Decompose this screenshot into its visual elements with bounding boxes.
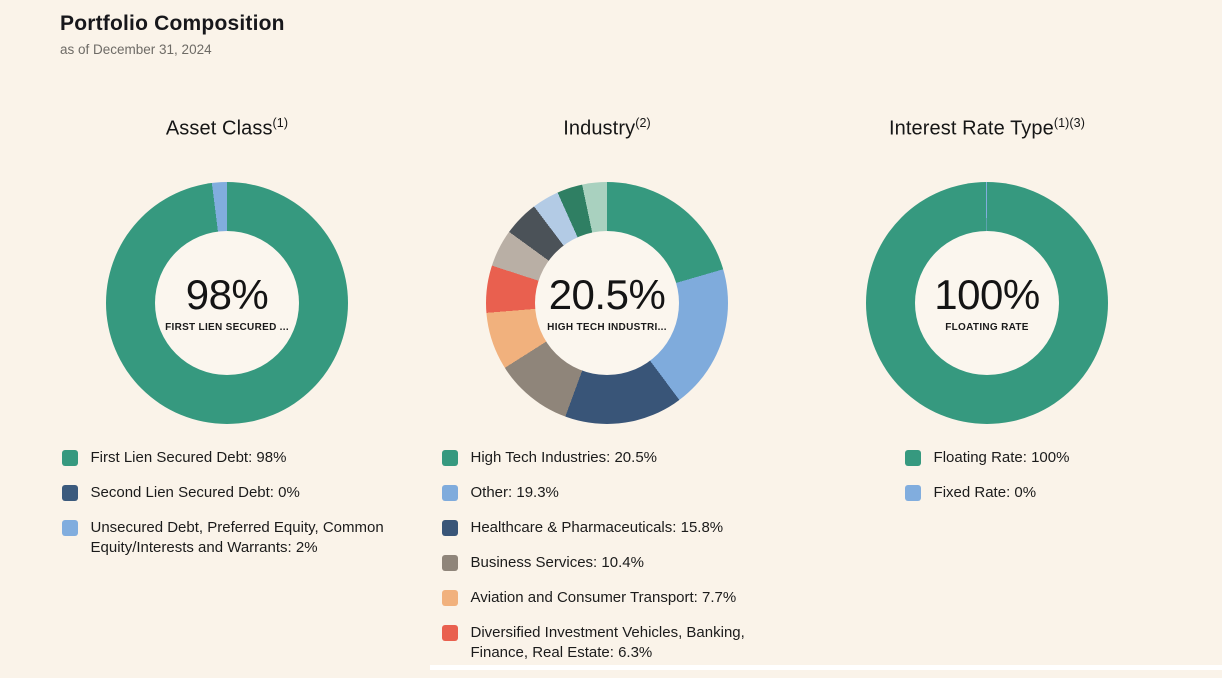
legend-label: Fixed Rate: 0%	[933, 484, 1037, 501]
legend-swatch-high-tech-industries	[441, 450, 458, 466]
center-sub-label: FLOATING RATE	[945, 321, 1029, 333]
legend-label: Business Services: 10.4%	[470, 554, 644, 571]
legend-label: First Lien Secured Debt: 98%	[90, 449, 287, 466]
legend-swatch-first-lien-secured-debt	[61, 450, 78, 466]
donut-hole: 98% FIRST LIEN SECURED ...	[155, 231, 299, 375]
center-value-label: 98%	[185, 270, 269, 318]
legend-swatch-fixed-rate	[904, 485, 921, 501]
donut-hole: 100% FLOATING RATE	[915, 231, 1059, 375]
legend-swatch-business-services	[441, 555, 458, 571]
legend-label: Unsecured Debt, Preferred Equity, Common…	[90, 519, 384, 556]
chart-column-asset-class: Asset Class(1) 98% FIRST LIEN SECURED ... F…	[37, 110, 417, 678]
chart-column-industry: Industry(2) 20.5% HIGH TECH INDUSTRI... Hig…	[417, 110, 797, 678]
legend-row-aviation-and-consumer-transport: Aviation and Consumer Transport: 7.7%	[441, 588, 773, 608]
center-sub-label: HIGH TECH INDUSTRI...	[547, 321, 667, 333]
legend-row-healthcare-pharmaceuticals: Healthcare & Pharmaceuticals: 15.8%	[441, 518, 773, 538]
chart-column-interest-rate-type: Interest Rate Type(1)(3) 100% FLOATING RAT…	[797, 110, 1177, 678]
chart-title-industry: Industry(2)	[417, 110, 797, 140]
legend-label: Diversified Investment Vehicles, Banking…	[470, 624, 745, 661]
chart-title-text: Interest Rate Type	[888, 117, 1054, 140]
center-value-label: 100%	[934, 270, 1040, 318]
legend-industry: High Tech Industries: 20.5% Other: 19.3% H…	[441, 448, 773, 663]
legend-swatch-unsecured-debt-preferred-equity-common-equity-interests-and-warrants	[61, 520, 78, 536]
chart-title-interest-rate-type: Interest Rate Type(1)(3)	[797, 110, 1177, 140]
legend-row-high-tech-industries: High Tech Industries: 20.5%	[441, 448, 773, 468]
legend-row-diversified-investment-vehicles-banking-finance-real-estate: Diversified Investment Vehicles, Banking…	[441, 623, 773, 663]
bottom-white-strip	[430, 665, 1222, 670]
legend-swatch-other	[441, 485, 458, 501]
donut-wrap-asset-class: 98% FIRST LIEN SECURED ...	[106, 182, 348, 424]
chart-title-superscript: (1)	[272, 116, 289, 130]
legend-swatch-aviation-and-consumer-transport	[441, 590, 458, 606]
legend-asset-class: First Lien Secured Debt: 98% Second Lien …	[61, 448, 393, 558]
legend-label: Floating Rate: 100%	[933, 449, 1070, 466]
page-header: Portfolio Composition as of December 31,…	[60, 12, 285, 57]
legend-row-fixed-rate: Fixed Rate: 0%	[904, 483, 1070, 503]
chart-title-text: Asset Class	[165, 117, 273, 140]
legend-row-unsecured-debt-preferred-equity-common-equity-interests-and-warrants: Unsecured Debt, Preferred Equity, Common…	[61, 518, 393, 558]
center-sub-label: FIRST LIEN SECURED ...	[165, 321, 289, 333]
legend-swatch-healthcare-pharmaceuticals	[441, 520, 458, 536]
legend-swatch-second-lien-secured-debt	[61, 485, 78, 501]
donut-wrap-industry: 20.5% HIGH TECH INDUSTRI...	[486, 182, 728, 424]
legend-row-floating-rate: Floating Rate: 100%	[904, 448, 1070, 468]
center-value-label: 20.5%	[548, 270, 666, 318]
legend-label: Other: 19.3%	[470, 484, 559, 501]
page-title: Portfolio Composition	[60, 12, 285, 35]
legend-row-other: Other: 19.3%	[441, 483, 773, 503]
legend-label: High Tech Industries: 20.5%	[470, 449, 658, 466]
legend-row-first-lien-secured-debt: First Lien Secured Debt: 98%	[61, 448, 393, 468]
as-of-date: as of December 31, 2024	[60, 42, 212, 57]
legend-label: Aviation and Consumer Transport: 7.7%	[470, 589, 737, 606]
legend-swatch-diversified-investment-vehicles-banking-finance-real-estate	[441, 625, 458, 641]
charts-row: Asset Class(1) 98% FIRST LIEN SECURED ... F…	[37, 110, 1177, 678]
chart-title-text: Industry	[563, 117, 636, 140]
donut-hole: 20.5% HIGH TECH INDUSTRI...	[535, 231, 679, 375]
legend-interest-rate-type: Floating Rate: 100% Fixed Rate: 0%	[904, 448, 1070, 503]
legend-label: Healthcare & Pharmaceuticals: 15.8%	[470, 519, 724, 536]
chart-title-superscript: (1)(3)	[1053, 116, 1085, 130]
legend-row-second-lien-secured-debt: Second Lien Secured Debt: 0%	[61, 483, 393, 503]
chart-title-asset-class: Asset Class(1)	[37, 110, 417, 140]
legend-label: Second Lien Secured Debt: 0%	[90, 484, 300, 501]
legend-swatch-floating-rate	[904, 450, 921, 466]
legend-row-business-services: Business Services: 10.4%	[441, 553, 773, 573]
chart-title-superscript: (2)	[635, 116, 651, 130]
donut-wrap-interest-rate-type: 100% FLOATING RATE	[866, 182, 1108, 424]
